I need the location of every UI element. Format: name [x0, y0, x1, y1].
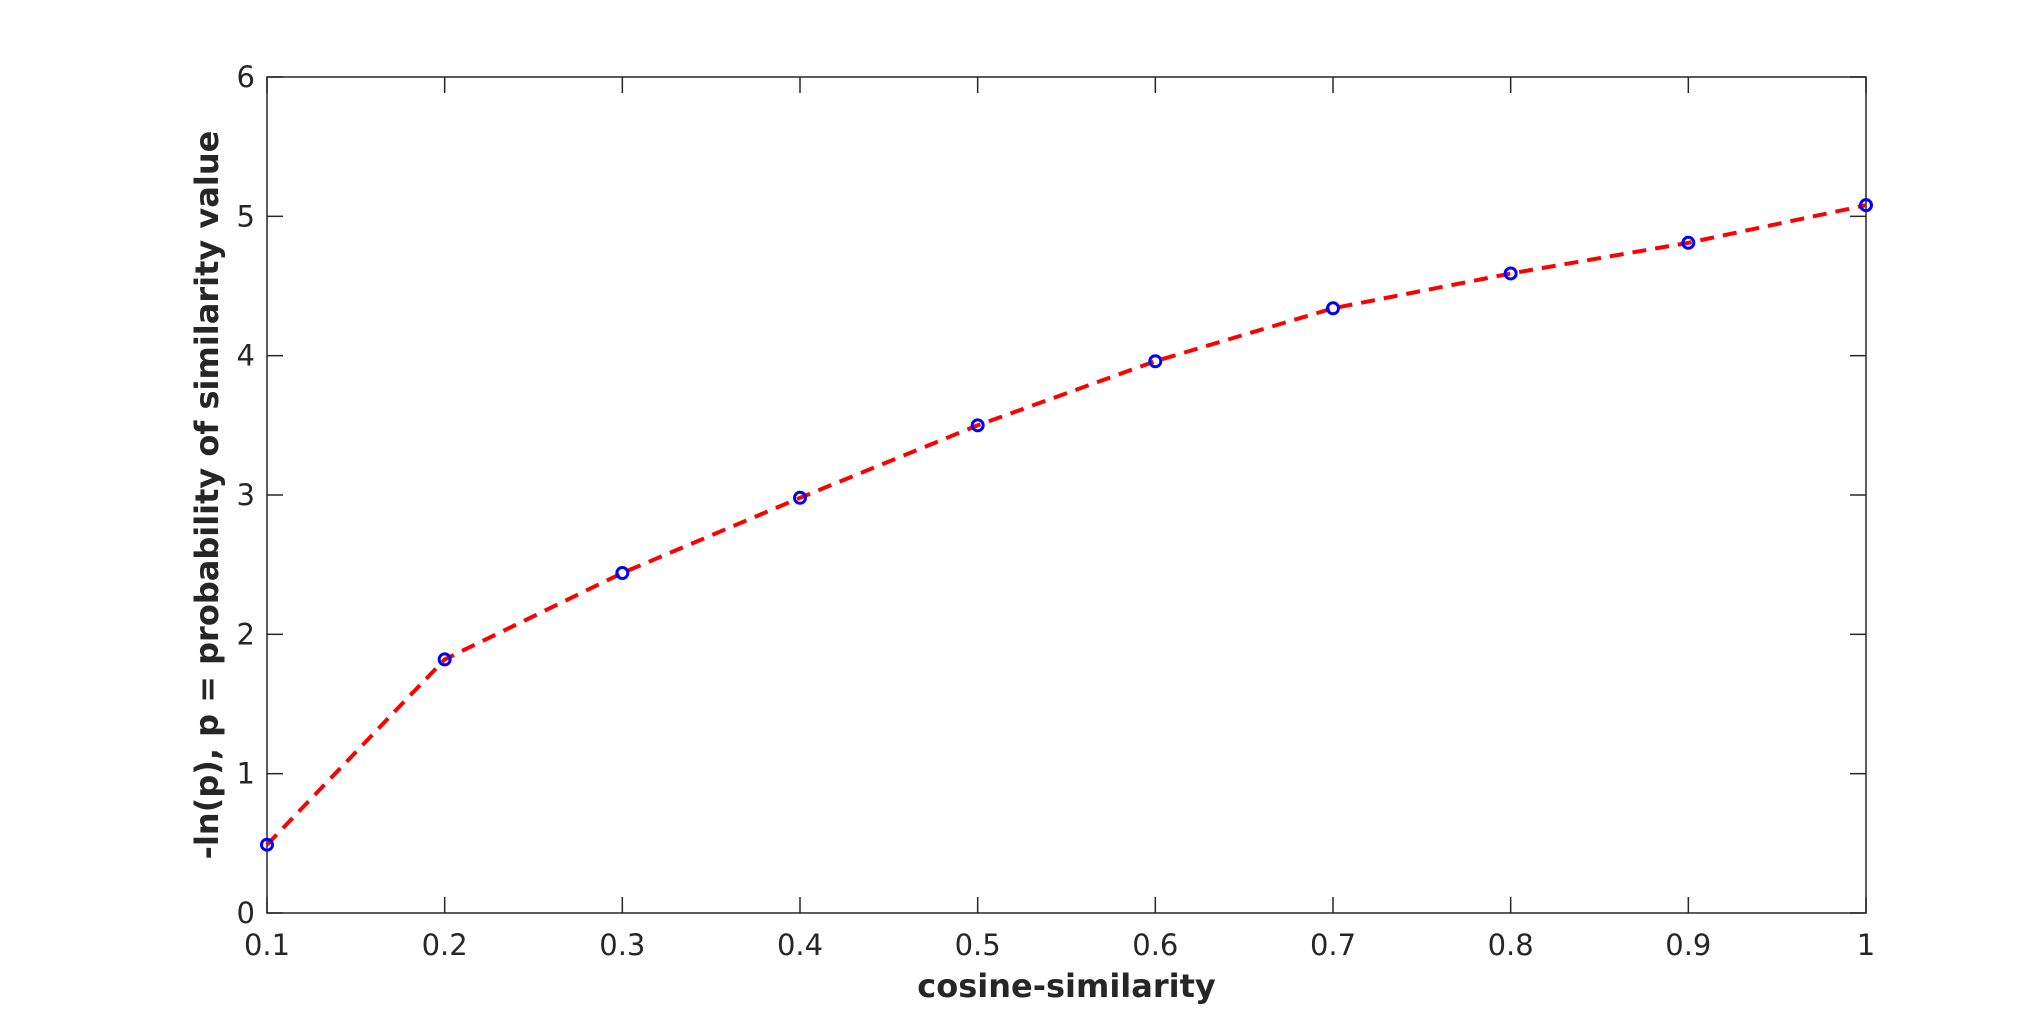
- x-tick-label: 0.2: [422, 928, 468, 962]
- y-tick-label: 0: [237, 896, 255, 930]
- y-axis-ticks: 0 1 2 3 4 5 6: [237, 60, 1866, 930]
- series-line: [265, 203, 1867, 847]
- x-tick-label: 0.6: [1132, 928, 1178, 962]
- x-tick-label: 0.7: [1310, 928, 1356, 962]
- series-layer: [260, 198, 1873, 852]
- data-point: [260, 837, 274, 852]
- data-point: [437, 652, 452, 667]
- x-tick-label: 0.8: [1488, 928, 1534, 962]
- x-tick-label: 0.5: [955, 928, 1001, 962]
- data-point: [1326, 301, 1340, 316]
- y-tick-label: 2: [237, 617, 255, 651]
- data-point: [1148, 354, 1163, 369]
- x-tick-label: 0.1: [244, 928, 290, 962]
- x-tick-label: 0.3: [599, 928, 645, 962]
- x-tick-label: 0.4: [777, 928, 823, 962]
- data-point: [1681, 235, 1696, 250]
- y-tick-label: 4: [237, 339, 255, 373]
- data-point: [970, 418, 985, 433]
- data-point: [1859, 198, 1873, 213]
- y-tick-label: 5: [237, 199, 255, 233]
- y-tick-label: 3: [237, 478, 255, 512]
- plot-area: [266, 76, 1867, 914]
- x-tick-label: 0.9: [1665, 928, 1711, 962]
- data-point: [615, 566, 630, 581]
- x-axis-label: cosine-similarity: [917, 967, 1216, 1005]
- axes-box: [266, 76, 1867, 914]
- y-tick-label: 1: [237, 757, 255, 791]
- y-tick-label: 6: [237, 60, 255, 94]
- data-point: [1503, 266, 1518, 281]
- x-axis-ticks: 0.1 0.2 0.3 0.4 0.5 0.6 0.7 0.8 0.9 1: [244, 77, 1875, 962]
- y-axis-label: -ln(p), p = probability of similarity va…: [188, 131, 226, 860]
- data-point: [793, 490, 807, 505]
- x-tick-label: 1: [1857, 928, 1875, 962]
